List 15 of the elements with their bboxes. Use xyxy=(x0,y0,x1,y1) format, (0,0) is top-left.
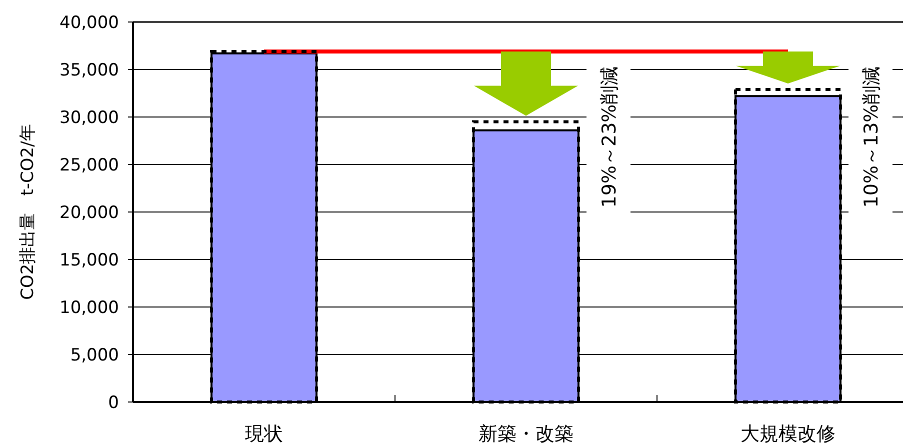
x-tick-label: 新築・改築 xyxy=(478,423,574,445)
annotation: 10%～13%削減 xyxy=(860,66,882,208)
y-tick-label: 35,000 xyxy=(60,60,119,80)
y-tick-label: 20,000 xyxy=(60,203,119,223)
y-tick-label: 25,000 xyxy=(60,156,119,176)
y-tick-label: 5,000 xyxy=(70,346,119,366)
y-tick-label: 0 xyxy=(108,393,119,413)
y-axis-title: CO2排出量 t-CO2/年 xyxy=(18,124,38,300)
x-tick-label: 大規模改修 xyxy=(740,423,836,445)
y-tick-label: 30,000 xyxy=(60,108,119,128)
annotation: 19%～23%削減 xyxy=(598,66,620,208)
x-tick-label: 現状 xyxy=(245,423,283,445)
y-tick-label: 10,000 xyxy=(60,298,119,318)
y-tick-label: 15,000 xyxy=(60,250,119,270)
y-tick-label: 40,000 xyxy=(60,13,119,33)
